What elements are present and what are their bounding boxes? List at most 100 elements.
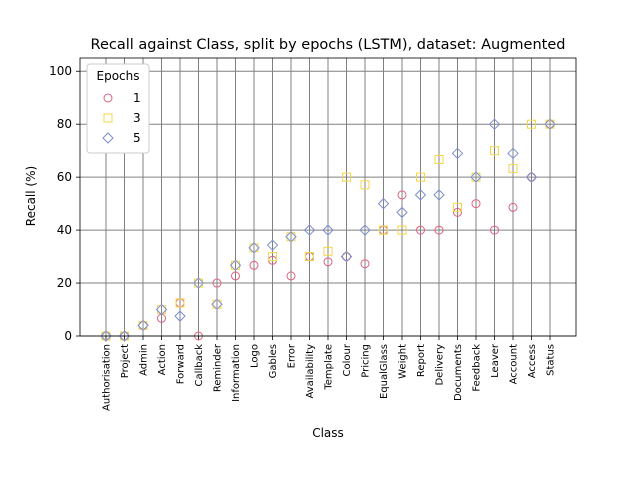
legend: Epochs 1 3 5	[86, 63, 150, 154]
data-point-epochs-5	[433, 189, 445, 201]
y-axis-label: Recall (%)	[24, 166, 38, 226]
data-point-epochs-5	[285, 231, 297, 243]
x-tick-label: Reminder	[213, 343, 224, 392]
x-tick-label: Account	[509, 344, 520, 384]
data-point-epochs-3	[323, 246, 333, 256]
data-point-epochs-3	[490, 146, 499, 156]
data-point-epochs-5	[174, 310, 186, 322]
legend-label-3: 3	[133, 111, 141, 125]
data-point-epochs-1	[286, 271, 296, 281]
data-point-epochs-5	[266, 239, 279, 251]
y-tick-label: 40	[57, 223, 72, 237]
data-point-epochs-3	[268, 252, 277, 262]
data-point-epochs-5	[248, 242, 260, 254]
series-epochs-5	[100, 118, 556, 342]
data-point-epochs-3	[175, 298, 185, 308]
data-point-epochs-3	[397, 225, 407, 235]
legend-marker-5	[102, 132, 114, 144]
grid-lines	[80, 58, 576, 337]
data-point-epochs-3	[157, 305, 166, 315]
x-tick-label: Project	[120, 344, 131, 378]
y-tick-label: 0	[64, 329, 72, 343]
series-epochs-3	[101, 119, 555, 341]
data-point-epochs-3	[194, 278, 203, 288]
data-point-epochs-1	[434, 225, 444, 235]
data-point-epochs-3	[471, 172, 481, 182]
y-tick-label: 100	[49, 64, 72, 78]
data-point-epochs-3	[379, 225, 388, 235]
x-tick-label: Documents	[453, 344, 464, 401]
data-point-epochs-1	[508, 202, 518, 212]
x-axis-label: Class	[312, 426, 344, 440]
data-point-epochs-1	[416, 225, 425, 235]
x-tick-label: Error	[287, 343, 298, 368]
legend-label-5: 5	[133, 131, 141, 145]
legend-marker-1	[103, 93, 113, 103]
data-point-epochs-5	[396, 206, 408, 219]
data-point-epochs-3	[453, 202, 462, 212]
x-tick-label: Action	[157, 344, 168, 375]
data-point-epochs-5	[155, 303, 168, 316]
data-point-epochs-5	[377, 197, 390, 210]
data-point-epochs-5	[303, 224, 316, 236]
x-tick-label: EqualGlass	[379, 344, 390, 399]
y-tick-label: 80	[57, 117, 72, 131]
x-tick-label: Callback	[194, 344, 205, 387]
data-point-epochs-3	[508, 163, 518, 173]
data-point-epochs-3	[138, 320, 148, 330]
data-point-epochs-5	[525, 171, 538, 183]
data-point-epochs-5	[414, 189, 427, 201]
data-point-epochs-3	[416, 172, 425, 182]
data-point-epochs-3	[305, 252, 314, 262]
data-point-epochs-1	[360, 259, 370, 269]
x-tick-label: Logo	[250, 344, 261, 368]
plot-frame	[79, 57, 577, 337]
data-point-epochs-5	[359, 224, 371, 236]
x-tick-label: Gables	[268, 344, 279, 378]
data-point-epochs-3	[360, 180, 370, 190]
legend-box	[86, 63, 150, 154]
data-point-epochs-5	[340, 250, 353, 263]
x-tick-label: Colour	[342, 343, 353, 376]
data-point-epochs-1	[527, 172, 536, 182]
data-point-epochs-5	[229, 259, 242, 272]
legend-title: Epochs	[97, 69, 140, 83]
x-tick-label: Admin	[139, 344, 150, 376]
data-point-epochs-1	[212, 278, 222, 288]
data-points	[100, 118, 556, 342]
data-point-epochs-5	[192, 277, 205, 289]
data-point-epochs-1	[490, 225, 499, 235]
data-point-epochs-5	[100, 330, 112, 342]
x-tick-label: Access	[527, 344, 538, 378]
data-point-epochs-5	[507, 147, 519, 160]
data-point-epochs-3	[231, 260, 240, 270]
x-tick-label: Authorisation	[102, 344, 113, 411]
x-axis-ticks: Authorisation Project Admin Action Forward Ca…	[102, 336, 557, 411]
x-tick-label: Information	[231, 344, 242, 402]
data-point-epochs-1	[342, 252, 351, 262]
data-point-epochs-1	[231, 271, 240, 281]
legend-label-1: 1	[133, 91, 141, 105]
data-point-epochs-5	[470, 171, 482, 183]
data-point-epochs-3	[527, 119, 536, 129]
data-point-epochs-3	[545, 119, 555, 129]
x-tick-label: Status	[546, 344, 557, 376]
x-tick-label: Forward	[176, 344, 187, 384]
data-point-epochs-3	[434, 154, 444, 164]
data-point-epochs-3	[249, 243, 259, 253]
data-point-epochs-5	[211, 298, 223, 310]
data-point-epochs-3	[286, 232, 296, 242]
y-tick-label: 60	[57, 170, 72, 184]
data-point-epochs-1	[397, 190, 407, 200]
x-tick-label: Feedback	[472, 344, 483, 392]
data-point-epochs-1	[323, 257, 333, 267]
data-point-epochs-5	[544, 118, 556, 130]
data-point-epochs-5	[322, 224, 334, 236]
data-point-epochs-3	[212, 299, 222, 309]
x-tick-label: Pricing	[361, 344, 372, 378]
data-point-epochs-1	[453, 207, 462, 217]
x-tick-label: Delivery	[435, 344, 446, 386]
x-tick-label: Report	[416, 344, 427, 377]
data-point-epochs-5	[451, 147, 464, 160]
data-point-epochs-1	[249, 260, 259, 270]
